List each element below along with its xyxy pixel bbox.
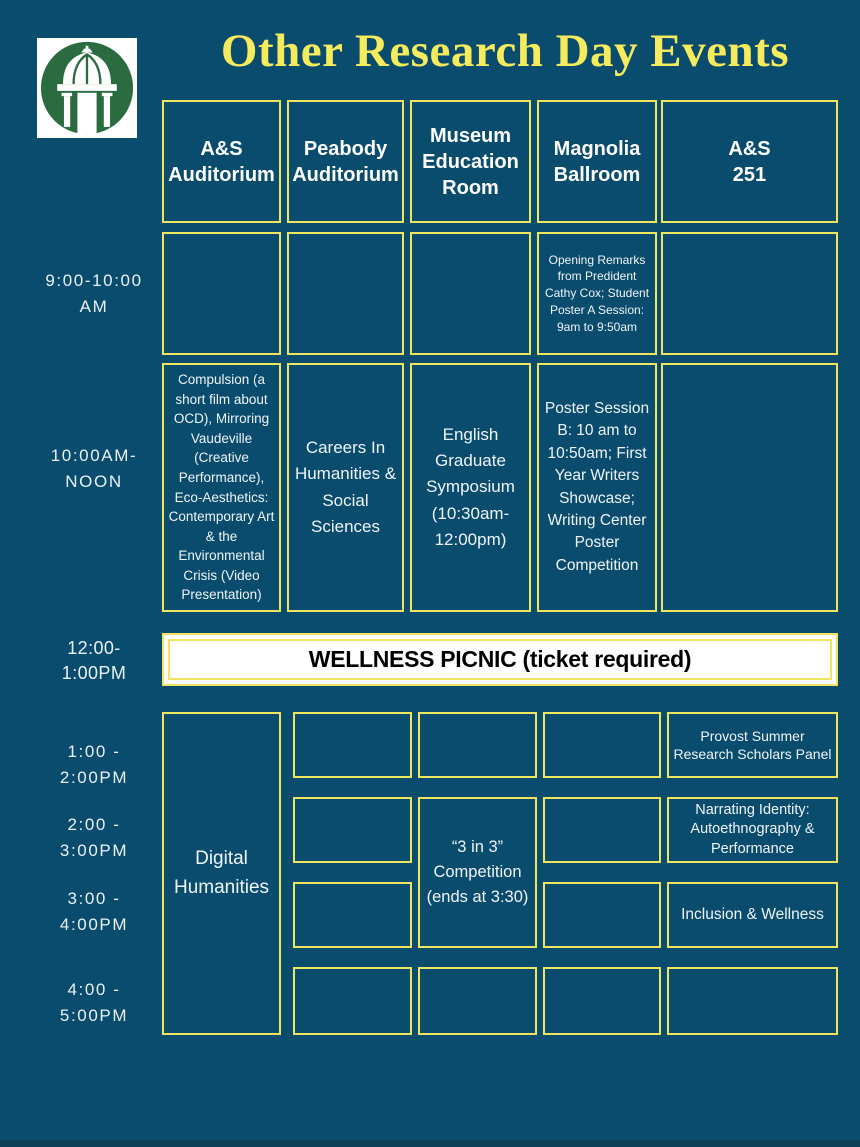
time-label-12-1pm: 12:00- 1:00PM (61, 638, 127, 684)
cell-1pm-museum-empty (418, 712, 537, 778)
cell-9am-as-auditorium-empty (162, 232, 281, 355)
header-as-auditorium: A&S Auditorium (162, 100, 281, 223)
wellness-picnic-inner-frame: WELLNESS PICNIC (ticket required) (168, 639, 832, 680)
cell-10am-magnolia-poster-session-b: Poster Session B: 10 am to 10:50am; Firs… (537, 363, 657, 612)
time-label-4-5pm: 4:00 - 5:00PM (59, 980, 129, 1025)
cell-9am-peabody-empty (287, 232, 404, 355)
page-title: Other Research Day Events (220, 25, 790, 77)
cell-2-4pm-museum-3in3-competition: “3 in 3” Competition (ends at 3:30) (418, 797, 537, 948)
header-peabody-auditorium: Peabody Auditorium (287, 100, 404, 223)
header-magnolia-ballroom: Magnolia Ballroom (537, 100, 657, 223)
dome-cupola-icon (40, 41, 134, 135)
cell-2pm-as251-narrating-identity: Narrating Identity: Autoethnography & Pe… (667, 797, 838, 863)
wellness-picnic-banner: WELLNESS PICNIC (ticket required) (162, 633, 838, 686)
cell-9am-magnolia-opening-remarks: Opening Remarks from Predident Cathy Cox… (537, 232, 657, 355)
cell-1pm-as251-provost-panel: Provost Summer Research Scholars Panel (667, 712, 838, 778)
cell-10am-as251-empty (661, 363, 838, 612)
header-museum-education-room: Museum Education Room (410, 100, 531, 223)
bottom-edge-strip (0, 1140, 860, 1147)
cell-4pm-as251-empty (667, 967, 838, 1035)
cell-10am-as-auditorium-compulsion: Compulsion (a short film about OCD), Mir… (162, 363, 281, 612)
cell-3pm-as251-inclusion-wellness: Inclusion & Wellness (667, 882, 838, 948)
wellness-picnic-label: WELLNESS PICNIC (ticket required) (308, 646, 692, 672)
cell-4pm-peabody-empty (293, 967, 412, 1035)
time-label-1-2pm: 1:00 - 2:00PM (59, 742, 129, 787)
cell-9am-as251-empty (661, 232, 838, 355)
cell-10am-museum-english-symposium: English Graduate Symposium (10:30am-12:0… (410, 363, 531, 612)
cell-4pm-museum-empty (418, 967, 537, 1035)
header-as-251: A&S 251 (661, 100, 838, 223)
time-label-9-10am: 9:00-10:00 AM (45, 271, 143, 316)
cell-9am-museum-empty (410, 232, 531, 355)
cell-1pm-magnolia-empty (543, 712, 661, 778)
university-logo (37, 38, 137, 138)
cell-2pm-peabody-empty (293, 797, 412, 863)
time-label-10am-noon: 10:00AM- NOON (50, 446, 138, 491)
cell-3pm-peabody-empty (293, 882, 412, 948)
cell-1pm-peabody-empty (293, 712, 412, 778)
cell-10am-peabody-careers: Careers In Humanities & Social Sciences (287, 363, 404, 612)
time-label-3-4pm: 3:00 - 4:00PM (59, 889, 129, 934)
cell-4pm-magnolia-empty (543, 967, 661, 1035)
cell-3pm-magnolia-empty (543, 882, 661, 948)
cell-afternoon-as-auditorium-digital-humanities: Digital Humanities (162, 712, 281, 1035)
time-label-2-3pm: 2:00 - 3:00PM (59, 815, 129, 860)
cell-2pm-magnolia-empty (543, 797, 661, 863)
